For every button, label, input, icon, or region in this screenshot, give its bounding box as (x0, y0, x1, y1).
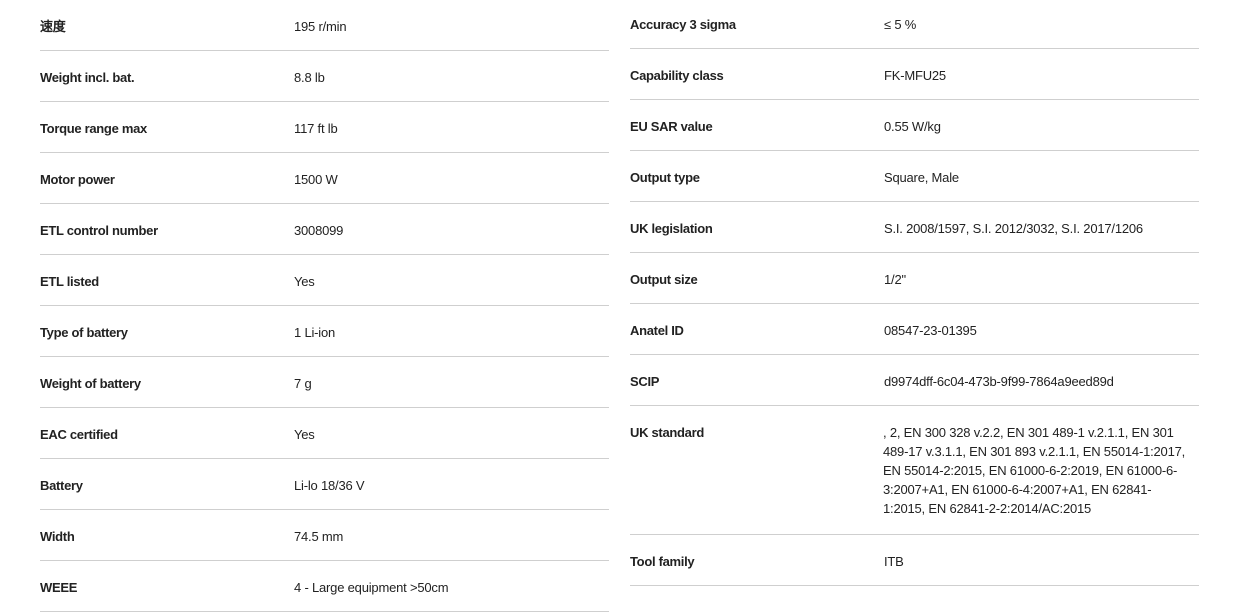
spec-value: 3008099 (294, 223, 344, 238)
spec-row: Motor power 1500 W (40, 153, 609, 204)
spec-label: ETL control number (40, 223, 158, 238)
spec-row: UK standard , 2, EN 300 328 v.2.2, EN 301… (630, 406, 1199, 535)
spec-value: 4 - Large equipment >50cm (294, 580, 449, 595)
spec-row: Weight of battery 7 g (40, 357, 609, 408)
spec-row: UK legislation S.I. 2008/1597, S.I. 2012/… (630, 202, 1199, 253)
spec-row: EAC certified Yes (40, 408, 609, 459)
spec-label: Type of battery (40, 325, 128, 340)
spec-row: 速度 195 r/min (40, 0, 609, 51)
spec-row: Width 74.5 mm (40, 510, 609, 561)
spec-label: Anatel ID (630, 323, 684, 338)
spec-value: ≤ 5 % (884, 17, 917, 32)
spec-row: Output size 1/2" (630, 253, 1199, 304)
spec-label: UK standard (630, 425, 704, 440)
spec-row: Torque range max 117 ft lb (40, 102, 609, 153)
spec-label: Output type (630, 170, 700, 185)
spec-value: 74.5 mm (294, 529, 344, 544)
spec-value: 08547-23-01395 (884, 323, 977, 338)
spec-label: Capability class (630, 68, 724, 83)
spec-label: EU SAR value (630, 119, 713, 134)
spec-value: 0.55 W/kg (884, 119, 941, 134)
spec-value: FK-MFU25 (884, 68, 946, 83)
spec-label: Torque range max (40, 121, 147, 136)
spec-label: EAC certified (40, 427, 118, 442)
spec-row: ETL control number 3008099 (40, 204, 609, 255)
spec-label: 速度 (40, 19, 66, 34)
spec-row: Type of battery 1 Li-ion (40, 306, 609, 357)
spec-value: , 2, EN 300 328 v.2.2, EN 301 489-1 v.2.… (883, 425, 1186, 516)
spec-label: Width (40, 529, 75, 544)
spec-label: UK legislation (630, 221, 713, 236)
spec-row: ETL listed Yes (40, 255, 609, 306)
spec-value: 1/2" (884, 272, 906, 287)
spec-label: Weight of battery (40, 376, 141, 391)
spec-value: Square, Male (884, 170, 959, 185)
spec-row: EU SAR value 0.55 W/kg (630, 100, 1199, 151)
spec-label: Tool family (630, 554, 695, 569)
spec-row: Tool family ITB (630, 535, 1199, 586)
spec-label: Weight incl. bat. (40, 70, 135, 85)
spec-row: Capability class FK-MFU25 (630, 49, 1199, 100)
spec-value: 117 ft lb (294, 121, 338, 136)
spec-value: 1 Li-ion (294, 325, 336, 340)
spec-row: WEEE 4 - Large equipment >50cm (40, 561, 609, 612)
spec-value: ITB (884, 554, 904, 569)
spec-label: Accuracy 3 sigma (630, 17, 736, 32)
spec-value: Yes (294, 274, 315, 289)
spec-label: SCIP (630, 374, 660, 389)
spec-label: Battery (40, 478, 83, 493)
spec-value: Yes (294, 427, 315, 442)
spec-row: Accuracy 3 sigma ≤ 5 % (630, 0, 1199, 49)
spec-table-right: Accuracy 3 sigma ≤ 5 % Capability class FK-… (630, 0, 1199, 586)
spec-value: S.I. 2008/1597, S.I. 2012/3032, S.I. 201… (884, 221, 1143, 236)
spec-row: SCIP d9974dff-6c04-473b-9f99-7864a9eed89d (630, 355, 1199, 406)
spec-label: ETL listed (40, 274, 99, 289)
spec-value: 7 g (294, 376, 312, 391)
spec-label: Motor power (40, 172, 115, 187)
spec-value: Li-lo 18/36 V (294, 478, 365, 493)
spec-row: Output type Square, Male (630, 151, 1199, 202)
spec-row: Weight incl. bat. 8.8 lb (40, 51, 609, 102)
spec-value: 195 r/min (294, 19, 347, 34)
spec-label: Output size (630, 272, 698, 287)
spec-value: d9974dff-6c04-473b-9f99-7864a9eed89d (884, 374, 1114, 389)
spec-row: Anatel ID 08547-23-01395 (630, 304, 1199, 355)
spec-table-left: 速度 195 r/min Weight incl. bat. 8.8 lb Torque… (40, 0, 609, 612)
spec-value: 1500 W (294, 172, 338, 187)
spec-row: Battery Li-lo 18/36 V (40, 459, 609, 510)
spec-value: 8.8 lb (294, 70, 325, 85)
spec-label: WEEE (40, 580, 78, 595)
